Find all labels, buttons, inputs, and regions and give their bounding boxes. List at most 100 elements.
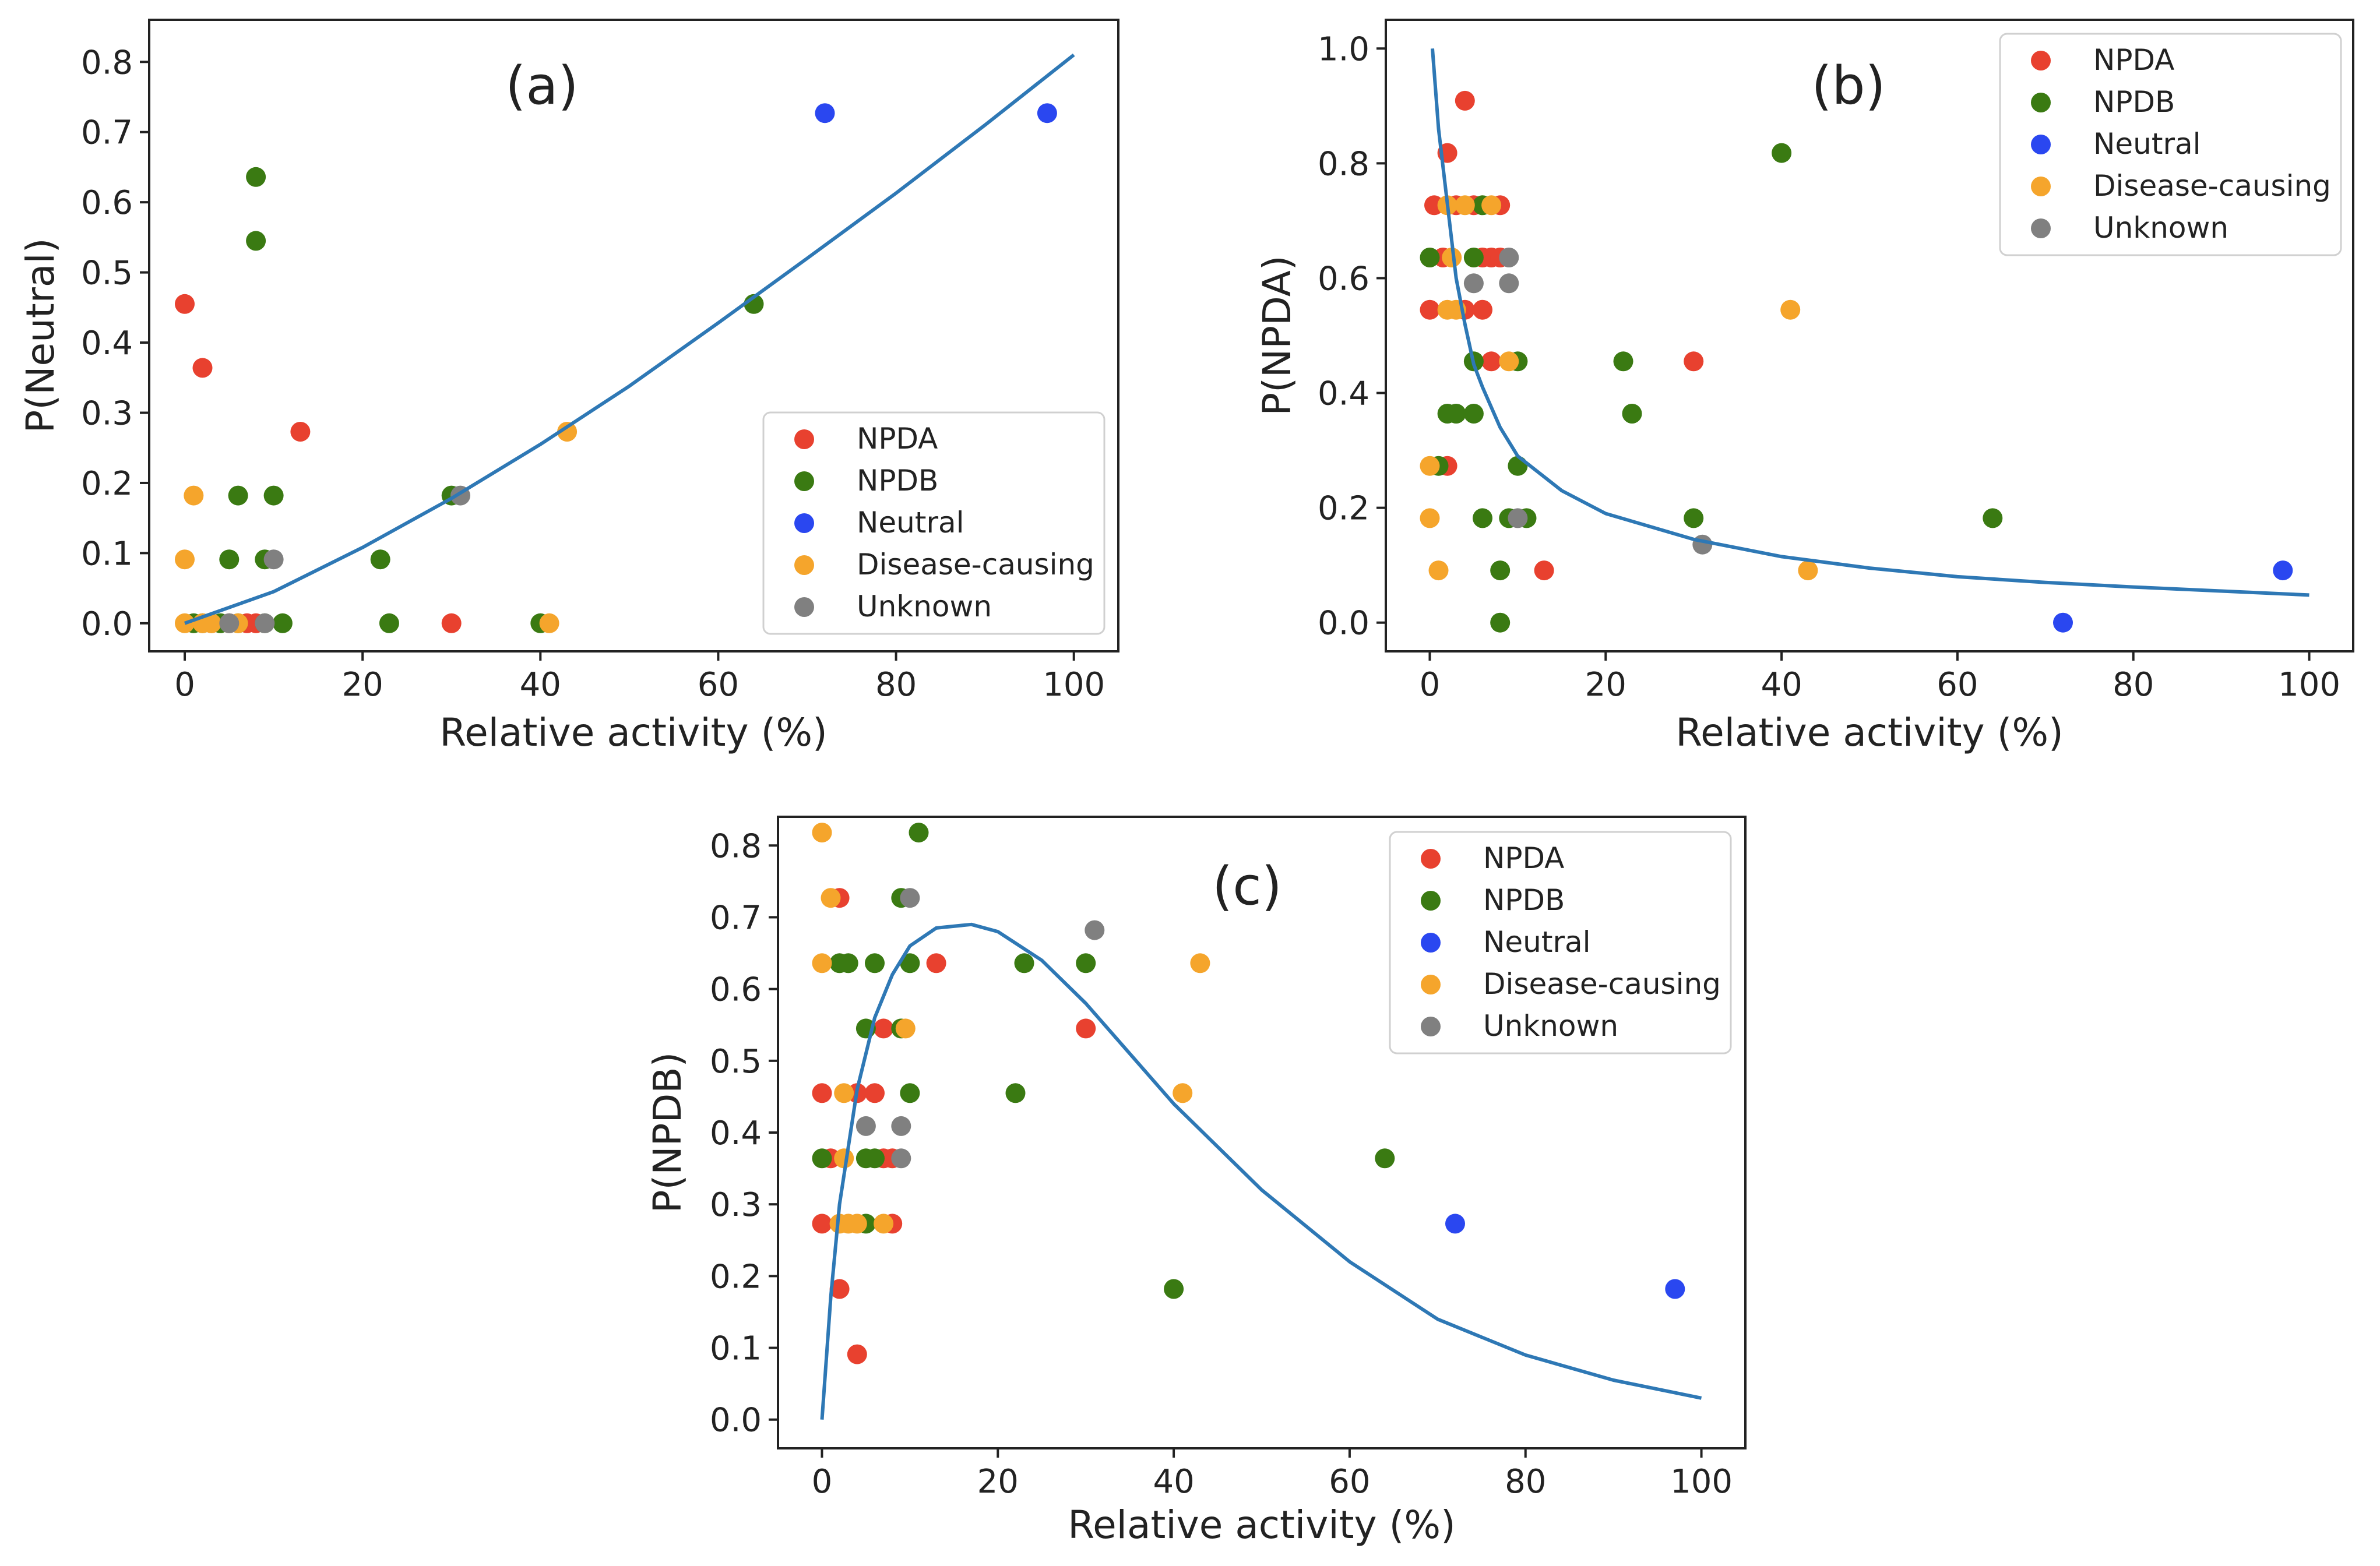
panel-a-legend: NPDA NPDB Neutral Disease-causing Unknow… <box>762 411 1105 635</box>
point-npda <box>829 1279 850 1299</box>
legend-label-npdb: NPDB <box>1483 883 1565 917</box>
point-npdb <box>900 953 920 974</box>
legend-marker-disease-causing <box>794 555 814 575</box>
point-npdb <box>1508 456 1528 476</box>
panel-a-ylabel: P(Neutral) <box>18 238 63 433</box>
point-disease-causing <box>812 823 832 843</box>
y-tick-label: 0.1 <box>81 535 133 573</box>
legend-marker-npda <box>794 429 814 449</box>
point-npdb <box>1622 404 1642 424</box>
panel-b-xlabel: Relative activity (%) <box>1675 710 2064 755</box>
point-disease-causing <box>201 613 221 633</box>
fit-curve <box>184 53 1075 625</box>
point-disease-causing <box>821 888 841 908</box>
panel-c-ylabel: P(NPDB) <box>645 1052 690 1214</box>
point-npdb <box>1473 508 1492 528</box>
point-unknown <box>219 613 240 633</box>
x-tick-label: 80 <box>2113 666 2154 704</box>
x-tick-label: 40 <box>1761 666 1802 704</box>
point-disease-causing <box>184 485 204 506</box>
point-unknown <box>263 549 284 570</box>
panel-a-xlabel: Relative activity (%) <box>439 710 828 755</box>
point-npdb <box>838 953 858 974</box>
point-unknown <box>855 1116 876 1136</box>
point-disease-causing <box>1455 195 1475 216</box>
panel-b: 0 20 40 60 80 100 0.0 0.2 0.4 0.6 0.8 1.0 (b) Relat… <box>1255 19 2354 755</box>
y-tick-label: 0.4 <box>710 1114 762 1152</box>
panel-a-frame <box>148 19 1119 652</box>
legend-label-npda: NPDA <box>1483 841 1564 875</box>
point-npda <box>175 294 195 314</box>
point-unknown <box>1499 248 1519 267</box>
point-disease-causing <box>1442 248 1462 267</box>
point-npdb <box>1014 953 1034 974</box>
point-npda <box>1534 560 1554 581</box>
point-unknown <box>891 1116 911 1136</box>
point-npdb <box>1463 404 1484 424</box>
point-npdb <box>272 613 293 633</box>
point-npdb <box>1463 248 1484 267</box>
point-disease-causing <box>1481 195 1502 216</box>
point-disease-causing <box>1780 299 1801 320</box>
point-npdb <box>909 823 929 843</box>
point-npda <box>847 1344 867 1364</box>
legend-label-disease-causing: Disease-causing <box>1483 967 1721 1001</box>
point-disease-causing <box>812 953 832 974</box>
point-neutral <box>2273 560 2293 581</box>
point-npdb <box>370 549 390 570</box>
legend-box <box>1999 33 2342 256</box>
legend-label-unknown: Unknown <box>1483 1009 1618 1043</box>
point-npda <box>1481 351 1502 372</box>
y-tick-label: 0.0 <box>1318 605 1369 643</box>
legend-marker-unknown <box>1421 1017 1441 1036</box>
legend-marker-disease-causing <box>2031 177 2051 196</box>
legend-marker-neutral <box>1421 933 1441 953</box>
point-npdb <box>1005 1083 1026 1103</box>
point-npdb <box>1446 404 1466 424</box>
legend-marker-disease-causing <box>1421 975 1441 994</box>
point-npdb <box>1684 508 1704 528</box>
point-npdb <box>1164 1279 1184 1299</box>
y-tick-label: 0.0 <box>81 605 133 643</box>
point-npdb <box>1420 248 1440 267</box>
panel-b-label: (b) <box>1811 55 1885 117</box>
legend-marker-unknown <box>2031 218 2051 238</box>
y-tick-label: 0.6 <box>81 184 133 222</box>
point-npdb <box>900 1083 920 1103</box>
x-tick-label: 60 <box>698 666 739 704</box>
legend-marker-npdb <box>794 471 814 491</box>
legend-box <box>1389 831 1732 1054</box>
legend-label-npdb: NPDB <box>857 464 938 498</box>
legend-marker-neutral <box>2031 135 2051 154</box>
point-disease-causing <box>847 1214 867 1234</box>
point-npda <box>1455 90 1475 111</box>
y-tick-label: 0.4 <box>81 325 133 362</box>
point-npdb <box>1490 560 1511 581</box>
point-unknown <box>1463 273 1484 294</box>
point-npda <box>874 1018 894 1039</box>
point-npda <box>441 613 462 633</box>
x-tick-label: 100 <box>1670 1463 1733 1501</box>
fit-curve <box>1431 48 2309 597</box>
y-tick-label: 0.8 <box>81 44 133 82</box>
point-npdb <box>379 613 399 633</box>
x-tick-label: 40 <box>1153 1463 1194 1501</box>
point-npda <box>812 1083 832 1103</box>
legend-label-unknown: Unknown <box>857 590 992 623</box>
legend-label-npda: NPDA <box>857 422 938 456</box>
legend-label-neutral: Neutral <box>857 506 964 539</box>
x-tick-label: 60 <box>1329 1463 1370 1501</box>
panel-c-plot: 0 20 40 60 80 100 0.0 0.1 0.2 0.3 0.4 0.5 0.6 0.7 0.8 <box>710 823 1733 1501</box>
x-tick-label: 20 <box>1585 666 1626 704</box>
panel-c-frame <box>777 816 1747 1449</box>
point-npdb <box>1613 351 1633 372</box>
legend-marker-unknown <box>794 597 814 617</box>
point-unknown <box>1508 508 1528 528</box>
legend-marker-npda <box>2031 51 2051 70</box>
point-neutral <box>1037 103 1057 124</box>
point-disease-causing <box>1499 351 1519 372</box>
y-tick-label: 0.8 <box>710 827 762 865</box>
y-tick-label: 0.7 <box>710 899 762 937</box>
point-npdb <box>1375 1148 1395 1169</box>
